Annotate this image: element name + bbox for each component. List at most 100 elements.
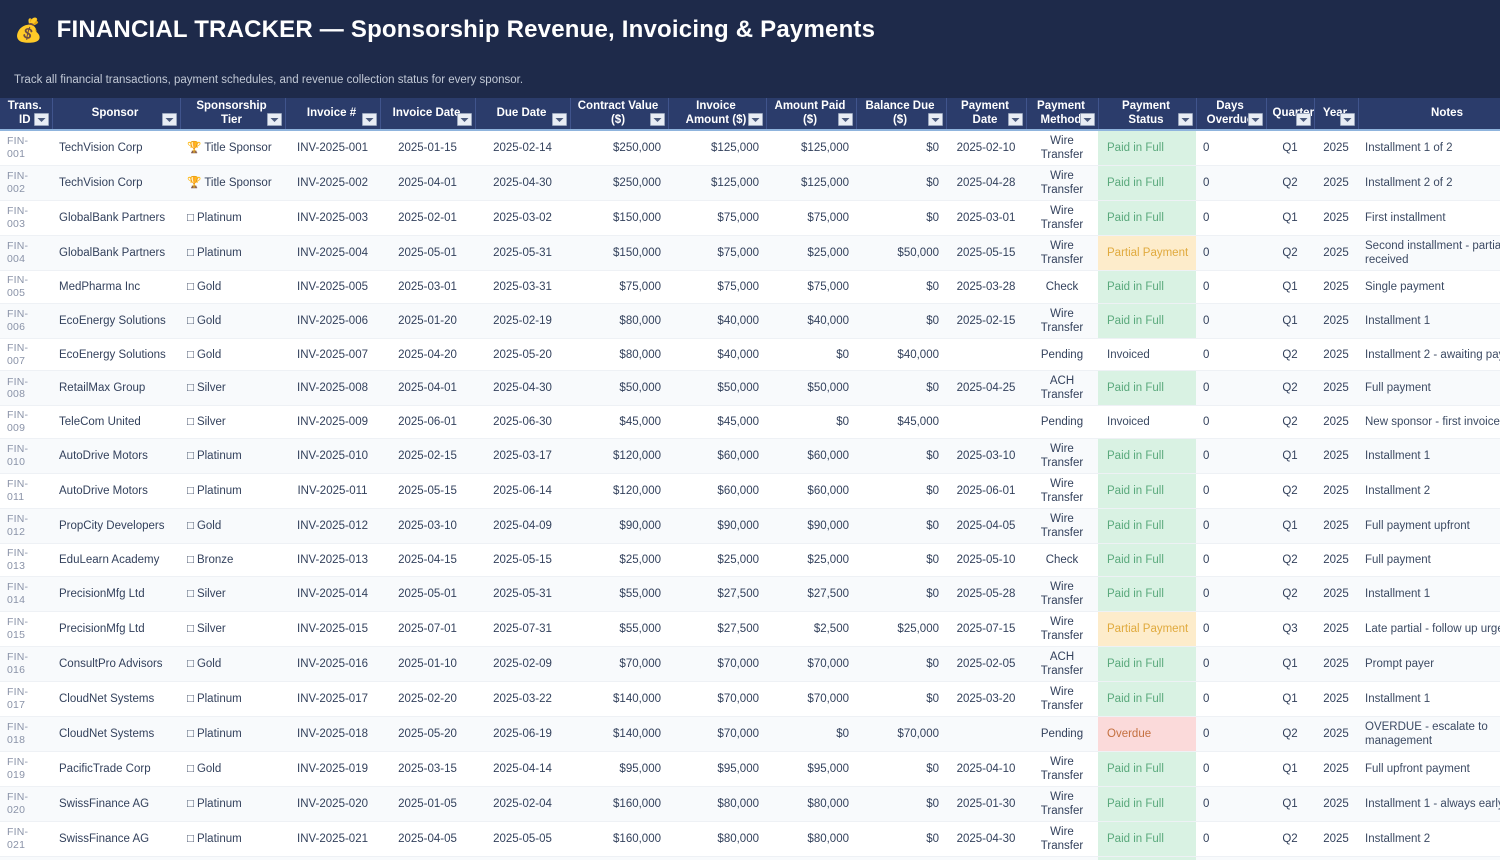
cell-due-date[interactable]: 2025-05-05 bbox=[475, 821, 570, 857]
cell-inv-amt[interactable]: $70,000 bbox=[668, 681, 766, 717]
cell-quarter[interactable]: Q1 bbox=[1266, 508, 1314, 545]
cell-overdue[interactable]: 0 bbox=[1196, 856, 1266, 860]
cell-status[interactable]: Invoiced bbox=[1098, 338, 1196, 372]
cell-inv-amt[interactable]: $70,000 bbox=[668, 646, 766, 682]
cell-quarter[interactable]: Q1 bbox=[1266, 303, 1314, 339]
cell-contract[interactable]: $70,000 bbox=[570, 646, 668, 682]
cell-id[interactable]: FIN-018 bbox=[0, 716, 52, 752]
cell-paid[interactable]: $80,000 bbox=[766, 821, 856, 857]
cell-invoice[interactable]: INV-2025-008 bbox=[285, 370, 380, 407]
cell-balance[interactable]: $0 bbox=[856, 821, 946, 857]
chevron-down-icon[interactable] bbox=[927, 113, 943, 126]
cell-method[interactable]: Wire Transfer bbox=[1026, 576, 1098, 612]
cell-contract[interactable]: $80,000 bbox=[570, 303, 668, 339]
chevron-down-icon[interactable] bbox=[649, 113, 665, 126]
cell-id[interactable]: FIN-006 bbox=[0, 303, 52, 339]
cell-contract[interactable]: $150,000 bbox=[570, 200, 668, 237]
cell-balance[interactable]: $25,000 bbox=[856, 611, 946, 647]
cell-invoice[interactable]: INV-2025-016 bbox=[285, 646, 380, 682]
cell-due-date[interactable]: 2025-04-14 bbox=[475, 751, 570, 787]
chevron-down-icon[interactable] bbox=[551, 113, 567, 126]
cell-year[interactable]: 2025 bbox=[1314, 543, 1358, 577]
cell-notes[interactable]: Installment 1 bbox=[1358, 681, 1500, 717]
cell-pay-date[interactable]: 2025-04-25 bbox=[946, 370, 1026, 407]
cell-balance[interactable]: $0 bbox=[856, 473, 946, 510]
cell-id[interactable]: FIN-009 bbox=[0, 405, 52, 439]
cell-inv-amt[interactable]: $27,500 bbox=[668, 611, 766, 647]
cell-inv-date[interactable]: 2025-03-01 bbox=[380, 270, 475, 304]
cell-balance[interactable]: $0 bbox=[856, 786, 946, 822]
chevron-down-icon[interactable] bbox=[161, 113, 177, 126]
cell-status[interactable]: Paid in Full bbox=[1098, 370, 1196, 407]
cell-notes[interactable]: Full payment bbox=[1358, 370, 1500, 407]
cell-balance[interactable]: $0 bbox=[856, 543, 946, 577]
cell-status[interactable]: Paid in Full bbox=[1098, 438, 1196, 475]
cell-balance[interactable]: $70,000 bbox=[856, 716, 946, 752]
cell-pay-date[interactable]: 2025-07-15 bbox=[946, 611, 1026, 647]
cell-contract[interactable]: $25,000 bbox=[570, 543, 668, 577]
cell-inv-date[interactable]: 2025-05-01 bbox=[380, 235, 475, 272]
cell-method[interactable]: ACH Transfer bbox=[1026, 370, 1098, 407]
cell-method[interactable]: Wire Transfer bbox=[1026, 786, 1098, 822]
cell-tier[interactable]: □ Silver bbox=[180, 370, 285, 407]
cell-quarter[interactable]: Q2 bbox=[1266, 473, 1314, 510]
column-header-contract-value[interactable]: Contract Value ($) bbox=[570, 98, 669, 130]
cell-overdue[interactable]: 0 bbox=[1196, 543, 1266, 577]
column-header-invoice[interactable]: Invoice # bbox=[285, 98, 381, 130]
cell-contract[interactable]: $90,000 bbox=[570, 508, 668, 545]
table-row[interactable]: FIN-017 CloudNet Systems □ Platinum INV-2025… bbox=[0, 681, 1500, 717]
cell-invoice[interactable]: INV-2025-018 bbox=[285, 716, 380, 752]
cell-tier[interactable]: 🏆 Title Sponsor bbox=[180, 130, 285, 167]
cell-paid[interactable]: $2,500 bbox=[766, 611, 856, 647]
cell-invoice[interactable]: INV-2025-019 bbox=[285, 751, 380, 787]
table-row[interactable]: FIN-006 EcoEnergy Solutions □ Gold INV-2025-… bbox=[0, 303, 1500, 339]
cell-sponsor[interactable]: AutoDrive Motors bbox=[52, 473, 180, 510]
cell-inv-date[interactable]: 2025-05-01 bbox=[380, 576, 475, 612]
cell-year[interactable]: 2025 bbox=[1314, 473, 1358, 510]
cell-year[interactable]: 2025 bbox=[1314, 576, 1358, 612]
cell-id[interactable]: FIN-016 bbox=[0, 646, 52, 682]
cell-inv-amt[interactable]: $90,000 bbox=[668, 508, 766, 545]
cell-id[interactable]: FIN-001 bbox=[0, 130, 52, 167]
cell-notes[interactable]: New sponsor - first invoice bbox=[1358, 405, 1500, 439]
cell-id[interactable]: FIN-008 bbox=[0, 370, 52, 407]
cell-pay-date[interactable]: 2025-01-30 bbox=[946, 786, 1026, 822]
cell-paid[interactable]: $75,000 bbox=[766, 270, 856, 304]
cell-contract[interactable]: $120,000 bbox=[570, 438, 668, 475]
cell-notes[interactable]: Full upfront payment bbox=[1358, 751, 1500, 787]
cell-contract[interactable]: $20,000 bbox=[570, 856, 668, 860]
cell-method[interactable]: Wire Transfer bbox=[1026, 473, 1098, 510]
cell-year[interactable]: 2025 bbox=[1314, 370, 1358, 407]
cell-overdue[interactable]: 0 bbox=[1196, 370, 1266, 407]
cell-inv-amt[interactable]: $40,000 bbox=[668, 303, 766, 339]
cell-invoice[interactable]: INV-2025-002 bbox=[285, 165, 380, 202]
cell-id[interactable]: FIN-007 bbox=[0, 338, 52, 372]
cell-tier[interactable]: □ Platinum bbox=[180, 473, 285, 510]
cell-method[interactable]: Wire Transfer bbox=[1026, 508, 1098, 545]
cell-pay-date[interactable] bbox=[946, 338, 1026, 372]
cell-invoice[interactable]: INV-2025-015 bbox=[285, 611, 380, 647]
cell-inv-amt[interactable]: $125,000 bbox=[668, 130, 766, 167]
cell-balance[interactable]: $0 bbox=[856, 681, 946, 717]
cell-overdue[interactable]: 0 bbox=[1196, 165, 1266, 202]
chevron-down-icon[interactable] bbox=[33, 113, 49, 126]
cell-sponsor[interactable]: SwissFinance AG bbox=[52, 821, 180, 857]
cell-id[interactable]: FIN-002 bbox=[0, 165, 52, 202]
cell-notes[interactable]: Second installment - partial received bbox=[1358, 235, 1500, 272]
column-header-trans-id[interactable]: Trans. ID bbox=[0, 98, 53, 130]
cell-notes[interactable]: Installment 2 of 2 bbox=[1358, 165, 1500, 202]
cell-quarter[interactable]: Q1 bbox=[1266, 200, 1314, 237]
table-row[interactable]: FIN-001 TechVision Corp 🏆 Title Sponsor INV-… bbox=[0, 130, 1500, 167]
cell-due-date[interactable]: 2025-03-31 bbox=[475, 270, 570, 304]
table-row[interactable]: FIN-021 SwissFinance AG □ Platinum INV-2025-… bbox=[0, 821, 1500, 857]
cell-invoice[interactable]: INV-2025-001 bbox=[285, 130, 380, 167]
cell-contract[interactable]: $45,000 bbox=[570, 405, 668, 439]
cell-due-date[interactable]: 2025-06-14 bbox=[475, 473, 570, 510]
cell-tier[interactable]: □ Silver bbox=[180, 576, 285, 612]
cell-balance[interactable]: $0 bbox=[856, 751, 946, 787]
cell-method[interactable]: Wire Transfer bbox=[1026, 130, 1098, 167]
cell-paid[interactable]: $75,000 bbox=[766, 200, 856, 237]
cell-tier[interactable]: □ Silver bbox=[180, 405, 285, 439]
cell-notes[interactable]: Installment 1 bbox=[1358, 438, 1500, 475]
cell-invoice[interactable]: INV-2025-007 bbox=[285, 338, 380, 372]
